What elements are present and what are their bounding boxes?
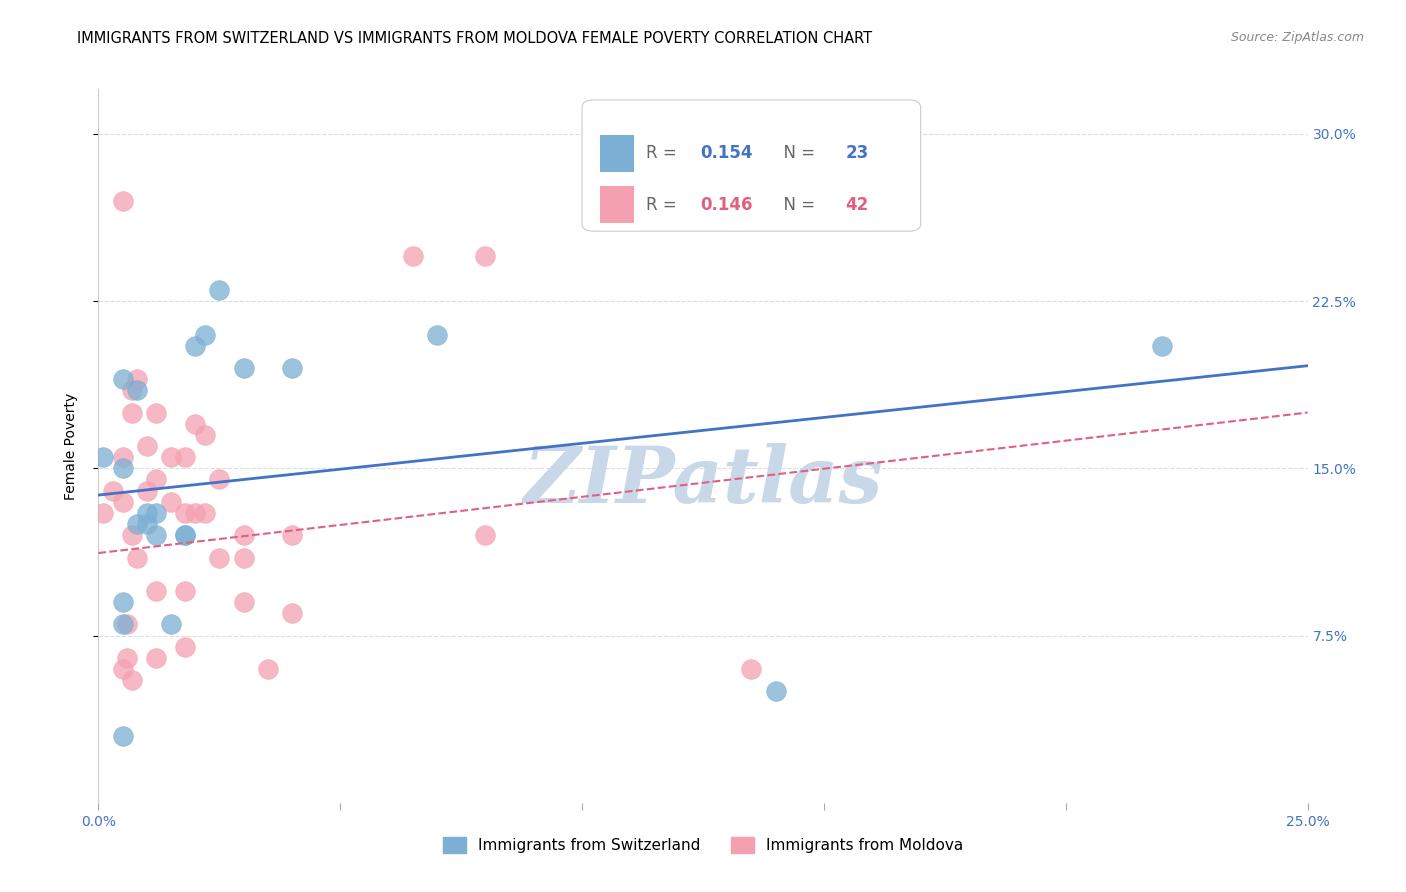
Point [281, 528, 304, 542]
Y-axis label: Female Poverty: Female Poverty [63, 392, 77, 500]
Point [174, 583, 197, 598]
Point [160, 494, 183, 508]
Point [145, 583, 167, 598]
Point [474, 249, 496, 264]
Point [184, 417, 207, 431]
Text: IMMIGRANTS FROM SWITZERLAND VS IMMIGRANTS FROM MOLDOVA FEMALE POVERTY CORRELATIO: IMMIGRANTS FROM SWITZERLAND VS IMMIGRANT… [77, 31, 873, 46]
Point [174, 528, 197, 542]
Point [194, 427, 217, 442]
Text: N =: N = [773, 145, 821, 162]
Point [111, 494, 134, 508]
Point [111, 372, 134, 386]
Point [174, 450, 197, 464]
FancyBboxPatch shape [582, 100, 921, 231]
Point [135, 506, 157, 520]
Point [194, 506, 217, 520]
Text: 0.146: 0.146 [700, 195, 754, 214]
Point [111, 729, 134, 743]
Point [145, 651, 167, 665]
Point [145, 405, 167, 419]
Text: 0.154: 0.154 [700, 145, 754, 162]
Point [426, 327, 449, 342]
Point [232, 595, 254, 609]
Text: N =: N = [773, 195, 821, 214]
Point [474, 528, 496, 542]
Point [184, 506, 207, 520]
Text: 23: 23 [845, 145, 869, 162]
Point [281, 360, 304, 375]
Point [101, 483, 124, 498]
Bar [600, 135, 634, 172]
Point [184, 338, 207, 352]
Point [402, 249, 425, 264]
Point [145, 528, 167, 542]
Point [127, 516, 149, 531]
Text: 42: 42 [845, 195, 869, 214]
Point [174, 640, 197, 654]
Point [127, 384, 149, 398]
Point [145, 473, 167, 487]
Point [135, 516, 157, 531]
Point [174, 528, 197, 542]
Point [232, 360, 254, 375]
Point [111, 450, 134, 464]
Point [232, 528, 254, 542]
Point [121, 528, 143, 542]
Point [208, 473, 231, 487]
Point [160, 617, 183, 632]
Point [232, 550, 254, 565]
Text: ZIPatlas: ZIPatlas [523, 443, 883, 520]
Point [111, 595, 134, 609]
Point [111, 662, 134, 676]
Point [208, 283, 231, 297]
Bar [600, 186, 634, 223]
Point [135, 483, 157, 498]
Point [160, 450, 183, 464]
Point [174, 506, 197, 520]
Point [121, 673, 143, 687]
Point [111, 194, 134, 208]
Point [256, 662, 278, 676]
Point [111, 617, 134, 632]
Point [208, 550, 231, 565]
Point [117, 617, 139, 632]
Point [117, 651, 139, 665]
Text: Source: ZipAtlas.com: Source: ZipAtlas.com [1230, 31, 1364, 45]
Point [127, 372, 149, 386]
Point [91, 450, 114, 464]
Point [281, 607, 304, 621]
Point [121, 384, 143, 398]
Text: R =: R = [647, 195, 682, 214]
Point [194, 327, 217, 342]
Point [91, 506, 114, 520]
Point [121, 405, 143, 419]
Legend: Immigrants from Switzerland, Immigrants from Moldova: Immigrants from Switzerland, Immigrants … [437, 831, 969, 859]
Point [765, 684, 787, 698]
Point [127, 550, 149, 565]
Point [145, 506, 167, 520]
Text: R =: R = [647, 145, 682, 162]
Point [135, 439, 157, 453]
Point [1152, 338, 1174, 352]
Point [111, 461, 134, 475]
Point [740, 662, 762, 676]
